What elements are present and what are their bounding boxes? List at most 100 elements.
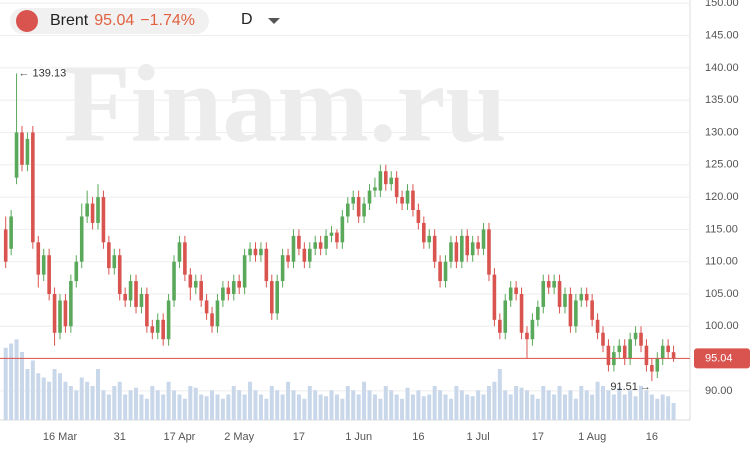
volume-bar bbox=[416, 390, 421, 420]
volume-bar bbox=[302, 398, 307, 420]
volume-bar bbox=[74, 390, 79, 420]
volume-bar bbox=[215, 394, 220, 420]
last-price-label: 95.04 bbox=[705, 352, 733, 364]
candle-body bbox=[231, 281, 236, 294]
candle-body bbox=[514, 287, 518, 294]
candle-body bbox=[519, 294, 524, 333]
last-price: 95.04 bbox=[94, 12, 135, 29]
volume-bar bbox=[41, 377, 46, 420]
candle-body bbox=[264, 248, 269, 282]
period-selector[interactable]: D bbox=[241, 11, 253, 28]
candle-body bbox=[237, 281, 241, 288]
candle-body bbox=[69, 281, 73, 327]
candle-body bbox=[280, 255, 285, 282]
candle-body bbox=[617, 345, 622, 353]
candle-body bbox=[530, 319, 535, 340]
candle-body bbox=[155, 319, 160, 333]
candle-body bbox=[58, 300, 62, 333]
volume-bar bbox=[503, 390, 508, 420]
volume-bar bbox=[481, 394, 486, 420]
volume-bar bbox=[155, 390, 160, 420]
y-tick-label: 140.00 bbox=[705, 62, 739, 74]
candle-body bbox=[329, 232, 334, 236]
volume-bar bbox=[296, 394, 301, 420]
x-tick-label: 2 May bbox=[224, 431, 254, 443]
period-dropdown[interactable] bbox=[268, 18, 280, 24]
volume-bar bbox=[269, 386, 274, 420]
candle-body bbox=[172, 261, 176, 301]
candle-body bbox=[3, 229, 8, 262]
y-tick-label: 150.00 bbox=[705, 0, 739, 9]
volume-bar bbox=[666, 396, 671, 420]
volume-bar bbox=[318, 394, 323, 420]
candle-body bbox=[584, 294, 589, 301]
y-tick-label: 120.00 bbox=[705, 191, 739, 203]
x-tick-label: 17 bbox=[532, 431, 544, 443]
volume-bar bbox=[79, 377, 84, 420]
candle-body bbox=[90, 203, 95, 223]
candle-body bbox=[438, 261, 442, 282]
volume-bar bbox=[362, 381, 367, 420]
candle-body bbox=[14, 132, 19, 178]
symbol-pill[interactable]: Brent 95.04 −1.74% bbox=[10, 8, 210, 34]
candle-body bbox=[145, 294, 149, 327]
volume-bar bbox=[117, 381, 122, 420]
volume-bar bbox=[427, 394, 432, 420]
volume-bar bbox=[541, 386, 546, 420]
candle-body bbox=[41, 255, 46, 275]
volume-bar bbox=[58, 373, 62, 420]
volume-bar bbox=[139, 394, 144, 420]
volume-bar bbox=[389, 390, 394, 420]
volume-bar bbox=[476, 390, 481, 420]
y-tick-label: 115.00 bbox=[705, 223, 738, 235]
candle-body bbox=[498, 319, 502, 333]
candle-body bbox=[541, 281, 546, 307]
candle-body bbox=[563, 294, 567, 307]
volume-bar bbox=[345, 386, 350, 420]
candle-body bbox=[193, 281, 198, 288]
candle-body bbox=[139, 294, 144, 307]
volume-bar bbox=[19, 352, 24, 420]
volume-bar bbox=[606, 390, 611, 420]
volume-bar bbox=[649, 394, 654, 420]
candle-body bbox=[128, 281, 133, 301]
candle-body bbox=[31, 132, 35, 243]
candle-body bbox=[628, 339, 632, 359]
candle-body bbox=[671, 352, 676, 359]
volume-bar bbox=[193, 387, 198, 420]
candle-body bbox=[487, 229, 491, 275]
volume-bar bbox=[601, 386, 605, 420]
volume-bar bbox=[313, 390, 318, 420]
candle-body bbox=[340, 216, 345, 243]
volume-bar bbox=[383, 386, 388, 420]
last-price-box bbox=[694, 348, 750, 369]
candle-body bbox=[25, 138, 30, 165]
volume-bar bbox=[454, 386, 459, 420]
candle-body bbox=[655, 358, 660, 372]
x-tick-label: 31 bbox=[114, 431, 126, 443]
candle-body bbox=[639, 332, 643, 346]
volume-bar bbox=[492, 381, 497, 420]
candle-body bbox=[20, 132, 24, 165]
candle-body bbox=[74, 261, 79, 282]
volume-bar bbox=[264, 398, 269, 420]
volume-bar bbox=[372, 394, 377, 420]
volume-bar bbox=[204, 396, 209, 420]
volume-bar bbox=[188, 386, 193, 420]
volume-bar bbox=[394, 394, 399, 420]
low-arrow: → bbox=[640, 381, 651, 393]
candle-body bbox=[503, 300, 508, 333]
candle-body bbox=[324, 235, 328, 249]
volume-bar bbox=[3, 347, 8, 420]
y-tick-label: 145.00 bbox=[705, 29, 739, 41]
volume-bar bbox=[486, 386, 491, 420]
volume-bar bbox=[14, 339, 19, 420]
volume-bar bbox=[660, 394, 665, 420]
candle-body bbox=[253, 248, 258, 256]
volume-bar bbox=[210, 390, 215, 420]
candle-body bbox=[318, 242, 323, 249]
candle-body bbox=[443, 261, 448, 282]
candle-body bbox=[221, 287, 225, 301]
candle-body bbox=[275, 281, 279, 314]
